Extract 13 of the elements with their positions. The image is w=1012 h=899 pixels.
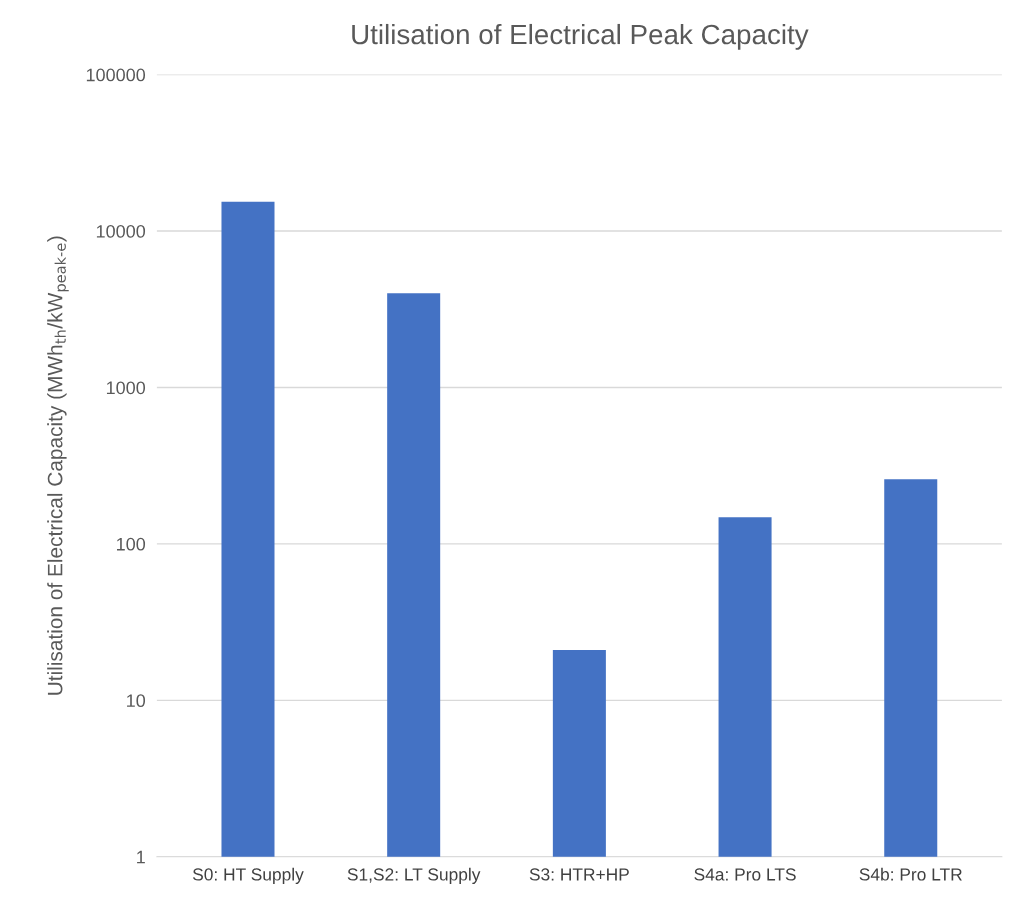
x-tick-label: S0: HT Supply (192, 867, 304, 885)
x-tick-label: S1,S2: LT Supply (347, 867, 481, 885)
x-tick-label: S4a: Pro LTS (694, 868, 796, 881)
chart-title: Utilisation of Electrical Peak Capacity (352, 23, 809, 50)
y-tick-label: 1 (137, 850, 145, 864)
y-tick-label: 1000 (106, 381, 146, 395)
y-tick-label: 10 (127, 694, 146, 708)
x-tick-label: S4b: Pro LTR (859, 867, 962, 881)
y-tick-label: 10000 (96, 224, 146, 238)
y-axis-title: Utilisation of Electrical Capacity (MWh$_{th}$/kW$_{peak-e}$) (47, 236, 69, 695)
y-tick-label: 100 (117, 537, 146, 551)
x-tick-label: S3: HTR+HP (529, 868, 629, 881)
y-tick-label: 100000 (86, 68, 146, 82)
